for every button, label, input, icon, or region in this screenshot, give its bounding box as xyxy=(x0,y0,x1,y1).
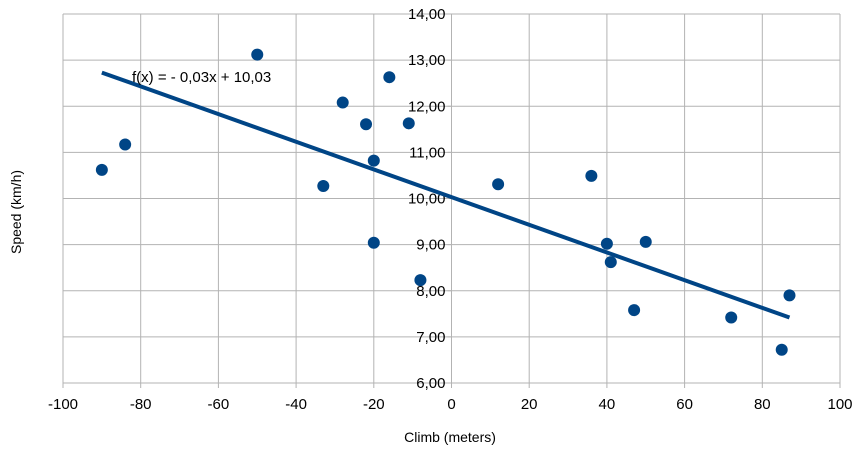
y-tick-label: 9,00 xyxy=(416,237,445,254)
x-tick-label: 40 xyxy=(599,396,616,413)
x-tick-label: -60 xyxy=(208,396,230,413)
x-axis-title: Climb (meters) xyxy=(404,429,496,445)
data-point xyxy=(639,235,652,248)
x-tick-label: 100 xyxy=(827,396,852,413)
x-tick-label: 20 xyxy=(521,396,538,413)
y-axis-title: Speed (km/h) xyxy=(8,170,24,254)
x-tick-label: -40 xyxy=(285,396,307,413)
x-tick-label: 80 xyxy=(754,396,771,413)
trendline-group xyxy=(101,70,791,320)
data-point xyxy=(783,289,796,302)
x-tick-labels: -100 -80 -60 -40 -20 0 20 40 60 80 100 xyxy=(48,396,853,413)
data-point xyxy=(383,71,396,84)
data-point xyxy=(775,343,788,356)
data-point xyxy=(317,180,330,193)
data-point xyxy=(725,311,738,324)
data-point xyxy=(360,118,373,131)
data-point xyxy=(95,163,108,176)
y-tick-label: 10,00 xyxy=(408,191,446,208)
data-point xyxy=(367,236,380,249)
data-point xyxy=(414,274,427,287)
data-points xyxy=(95,48,796,356)
data-point xyxy=(600,237,613,250)
trendline xyxy=(101,70,791,320)
data-point xyxy=(628,304,641,317)
y-tick-label: 7,00 xyxy=(416,329,445,346)
y-tick-label: 12,00 xyxy=(408,98,446,115)
x-tick-label: -20 xyxy=(363,396,385,413)
y-tick-label: 6,00 xyxy=(416,375,445,392)
x-tick-label: -100 xyxy=(48,396,78,413)
y-tick-label: 8,00 xyxy=(416,283,445,300)
y-tick-label: 14,00 xyxy=(408,6,446,23)
x-tick-label: 60 xyxy=(676,396,693,413)
data-point xyxy=(336,96,349,109)
x-tick-label: 0 xyxy=(447,396,455,413)
data-point xyxy=(402,117,415,130)
data-point xyxy=(251,48,264,61)
y-tick-labels: 6,00 7,00 8,00 9,00 10,00 11,00 12,00 13,00 14,0… xyxy=(408,6,446,392)
data-point xyxy=(119,138,132,151)
y-tick-label: 13,00 xyxy=(408,52,446,69)
data-point xyxy=(367,154,380,167)
data-point xyxy=(585,169,598,182)
x-tick-label: -80 xyxy=(130,396,152,413)
data-point xyxy=(492,178,505,191)
trendline-equation: f(x) = - 0,03x + 10,03 xyxy=(132,69,271,86)
data-point xyxy=(604,256,617,269)
y-tick-label: 11,00 xyxy=(409,144,445,161)
